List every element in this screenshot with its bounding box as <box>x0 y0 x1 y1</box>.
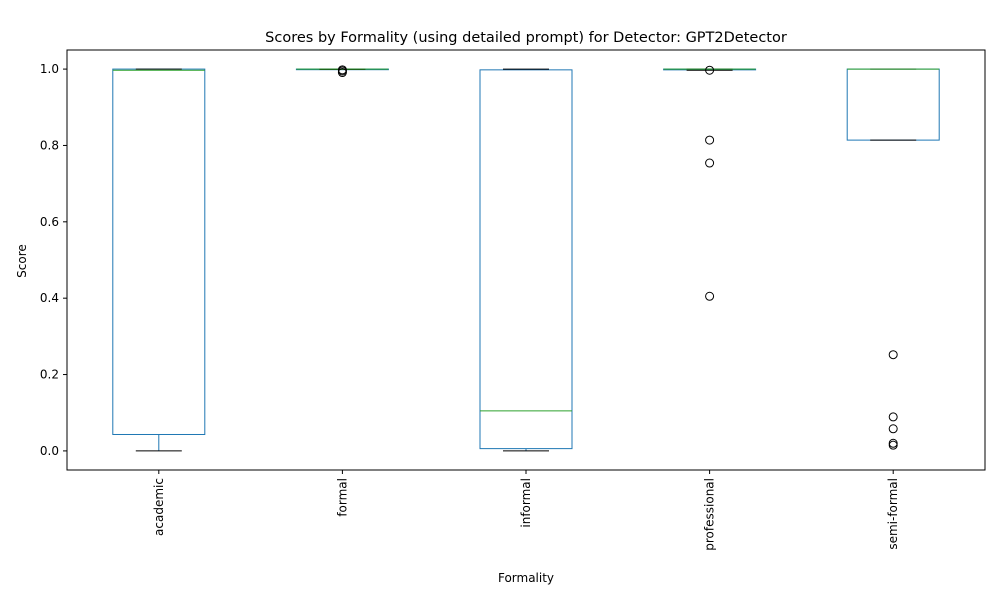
x-tick-label: academic <box>152 478 166 536</box>
chart-title: Scores by Formality (using detailed prom… <box>265 30 787 46</box>
plot-area: 0.0 0.2 0.4 0.6 0.8 1.0 academic formal informal… <box>40 62 940 551</box>
outlier-point <box>888 424 898 434</box>
outlier-point <box>888 440 898 450</box>
outlier-point <box>888 412 898 422</box>
x-tick-label: semi-formal <box>886 478 900 550</box>
x-tick-label: informal <box>519 478 533 528</box>
outlier-point <box>888 350 898 360</box>
outlier-point <box>337 65 347 75</box>
outlier-point <box>705 135 715 145</box>
y-tick-label: 0.8 <box>40 138 59 152</box>
x-tick-label: formal <box>335 478 349 517</box>
y-tick-label: 0.0 <box>40 444 59 458</box>
y-tick-label: 0.6 <box>40 215 59 229</box>
plot-frame <box>66 49 986 471</box>
outlier-point <box>705 158 715 168</box>
box-iqr <box>112 68 206 435</box>
y-axis-label: Score <box>15 244 29 278</box>
x-axis-label: Formality <box>498 571 554 585</box>
outlier-point <box>705 65 715 75</box>
outlier-point <box>888 438 898 448</box>
y-tick-label: 1.0 <box>40 62 59 76</box>
y-tick-label: 0.2 <box>40 368 59 382</box>
outlier-point <box>705 291 715 301</box>
x-tick-label: professional <box>703 478 717 551</box>
box-iqr <box>479 69 573 450</box>
box-iqr <box>846 68 940 141</box>
y-tick-label: 0.4 <box>40 291 59 305</box>
